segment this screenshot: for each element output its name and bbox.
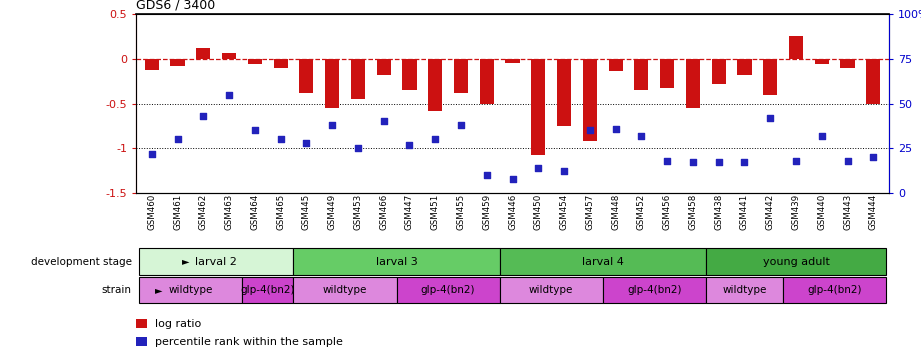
Point [659,158,674,164]
Bar [299,59,313,93]
Bar [428,59,442,111]
Text: strain: strain [101,285,132,295]
Text: percentile rank within the sample: percentile rank within the sample [155,337,343,347]
Point [480,172,495,178]
Bar [139,248,294,275]
Text: glp-4(bn2): glp-4(bn2) [240,285,295,295]
Bar [705,277,783,303]
Point [737,160,752,165]
Text: larval 2: larval 2 [195,256,237,267]
Bar [789,36,803,59]
Point [428,136,443,142]
Bar [500,277,602,303]
Point [351,145,366,151]
Bar [506,59,519,64]
Text: log ratio: log ratio [155,319,201,329]
Point [582,127,597,133]
Bar [248,59,262,64]
Point [170,136,185,142]
Bar [712,59,726,84]
Bar [196,48,210,59]
Point [222,92,237,97]
Bar [170,59,184,66]
Point [196,113,211,119]
Bar [139,277,242,303]
Bar [783,277,886,303]
Point [505,176,519,181]
Text: wildtype: wildtype [323,285,367,295]
Text: wildtype: wildtype [722,285,766,295]
Text: young adult: young adult [763,256,830,267]
Point [325,122,340,128]
Text: ►: ► [155,285,162,295]
Point [145,151,159,156]
Point [274,136,288,142]
Bar [609,59,623,71]
Point [788,158,803,164]
Bar [867,59,880,104]
Text: GDS6 / 3400: GDS6 / 3400 [136,0,216,12]
Bar [583,59,597,141]
Point [685,160,700,165]
Text: glp-4(bn2): glp-4(bn2) [421,285,475,295]
Point [248,127,262,133]
Bar [635,59,648,90]
Text: larval 3: larval 3 [376,256,417,267]
Bar [500,248,705,275]
Point [866,154,880,160]
Point [840,158,855,164]
Bar [531,59,545,155]
Text: glp-4(bn2): glp-4(bn2) [627,285,682,295]
Text: wildtype: wildtype [169,285,213,295]
Bar [325,59,339,108]
Bar [815,59,829,64]
Bar [402,59,416,90]
Text: development stage: development stage [30,256,132,267]
Bar [294,277,397,303]
Bar [480,59,494,104]
Point [814,133,829,139]
Bar [222,53,236,59]
Point [608,126,623,131]
Bar [686,59,700,108]
Bar [660,59,674,89]
Bar [377,59,391,75]
Text: larval 4: larval 4 [582,256,624,267]
Bar [145,59,158,70]
Point [377,119,391,124]
Point [763,115,777,121]
Bar [841,59,855,68]
Bar [242,277,294,303]
Bar [397,277,500,303]
Point [299,140,314,146]
Point [634,133,648,139]
Bar [351,59,365,99]
Text: glp-4(bn2): glp-4(bn2) [808,285,862,295]
Point [556,169,571,174]
Bar [602,277,705,303]
Bar [738,59,752,75]
Point [530,165,545,171]
Bar [274,59,287,68]
Bar [294,248,500,275]
Bar [454,59,468,93]
Point [711,160,726,165]
Text: wildtype: wildtype [529,285,574,295]
Text: ►: ► [182,256,190,267]
Bar [705,248,886,275]
Bar [557,59,571,126]
Bar [764,59,777,95]
Point [454,122,469,128]
Point [402,142,417,147]
